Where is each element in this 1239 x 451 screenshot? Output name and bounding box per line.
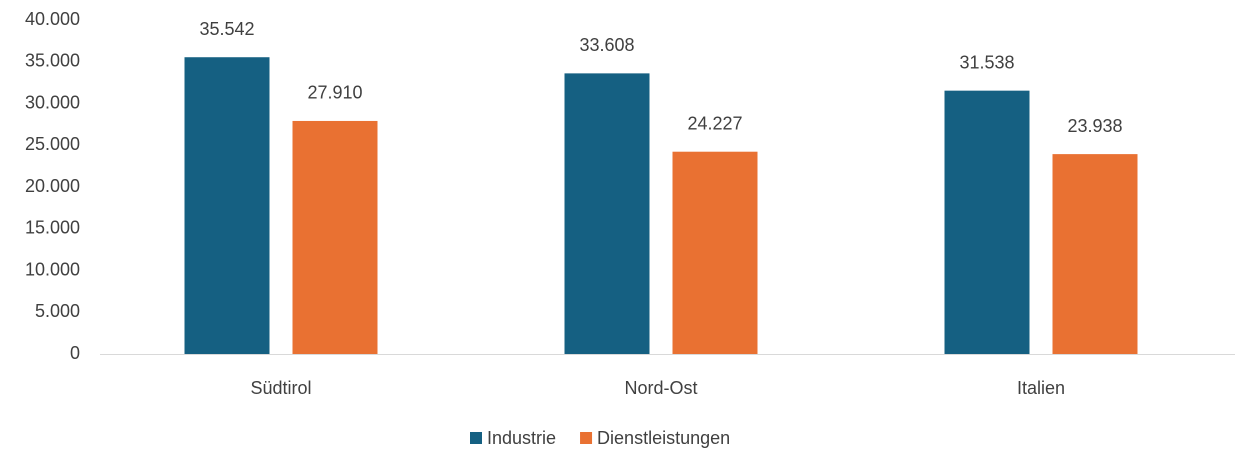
y-tick-label: 25.000 — [25, 134, 80, 154]
bar — [672, 151, 758, 354]
bar — [292, 120, 378, 354]
y-tick-label: 35.000 — [25, 51, 80, 71]
bar — [1052, 154, 1138, 354]
legend-label: Dienstleistungen — [597, 428, 730, 448]
y-tick-label: 10.000 — [25, 259, 80, 279]
y-tick-label: 5.000 — [35, 301, 80, 321]
y-tick-label: 15.000 — [25, 218, 80, 238]
value-label: 35.542 — [199, 19, 254, 39]
legend-swatch — [470, 432, 482, 444]
legend-label: Industrie — [487, 428, 556, 448]
x-tick-label: Nord-Ost — [624, 378, 697, 398]
y-tick-label: 20.000 — [25, 176, 80, 196]
value-label: 27.910 — [307, 83, 362, 103]
bar — [184, 57, 270, 354]
legend-swatch — [580, 432, 593, 444]
x-tick-label: Italien — [1017, 378, 1065, 398]
x-tick-label: Südtirol — [250, 378, 311, 398]
bar — [944, 90, 1030, 354]
bar — [564, 73, 650, 354]
value-label: 33.608 — [579, 35, 634, 55]
y-tick-label: 0 — [70, 343, 80, 363]
value-label: 24.227 — [687, 113, 742, 133]
y-tick-label: 40.000 — [25, 9, 80, 29]
value-label: 31.538 — [959, 52, 1014, 72]
y-tick-label: 30.000 — [25, 92, 80, 112]
value-label: 23.938 — [1067, 116, 1122, 136]
